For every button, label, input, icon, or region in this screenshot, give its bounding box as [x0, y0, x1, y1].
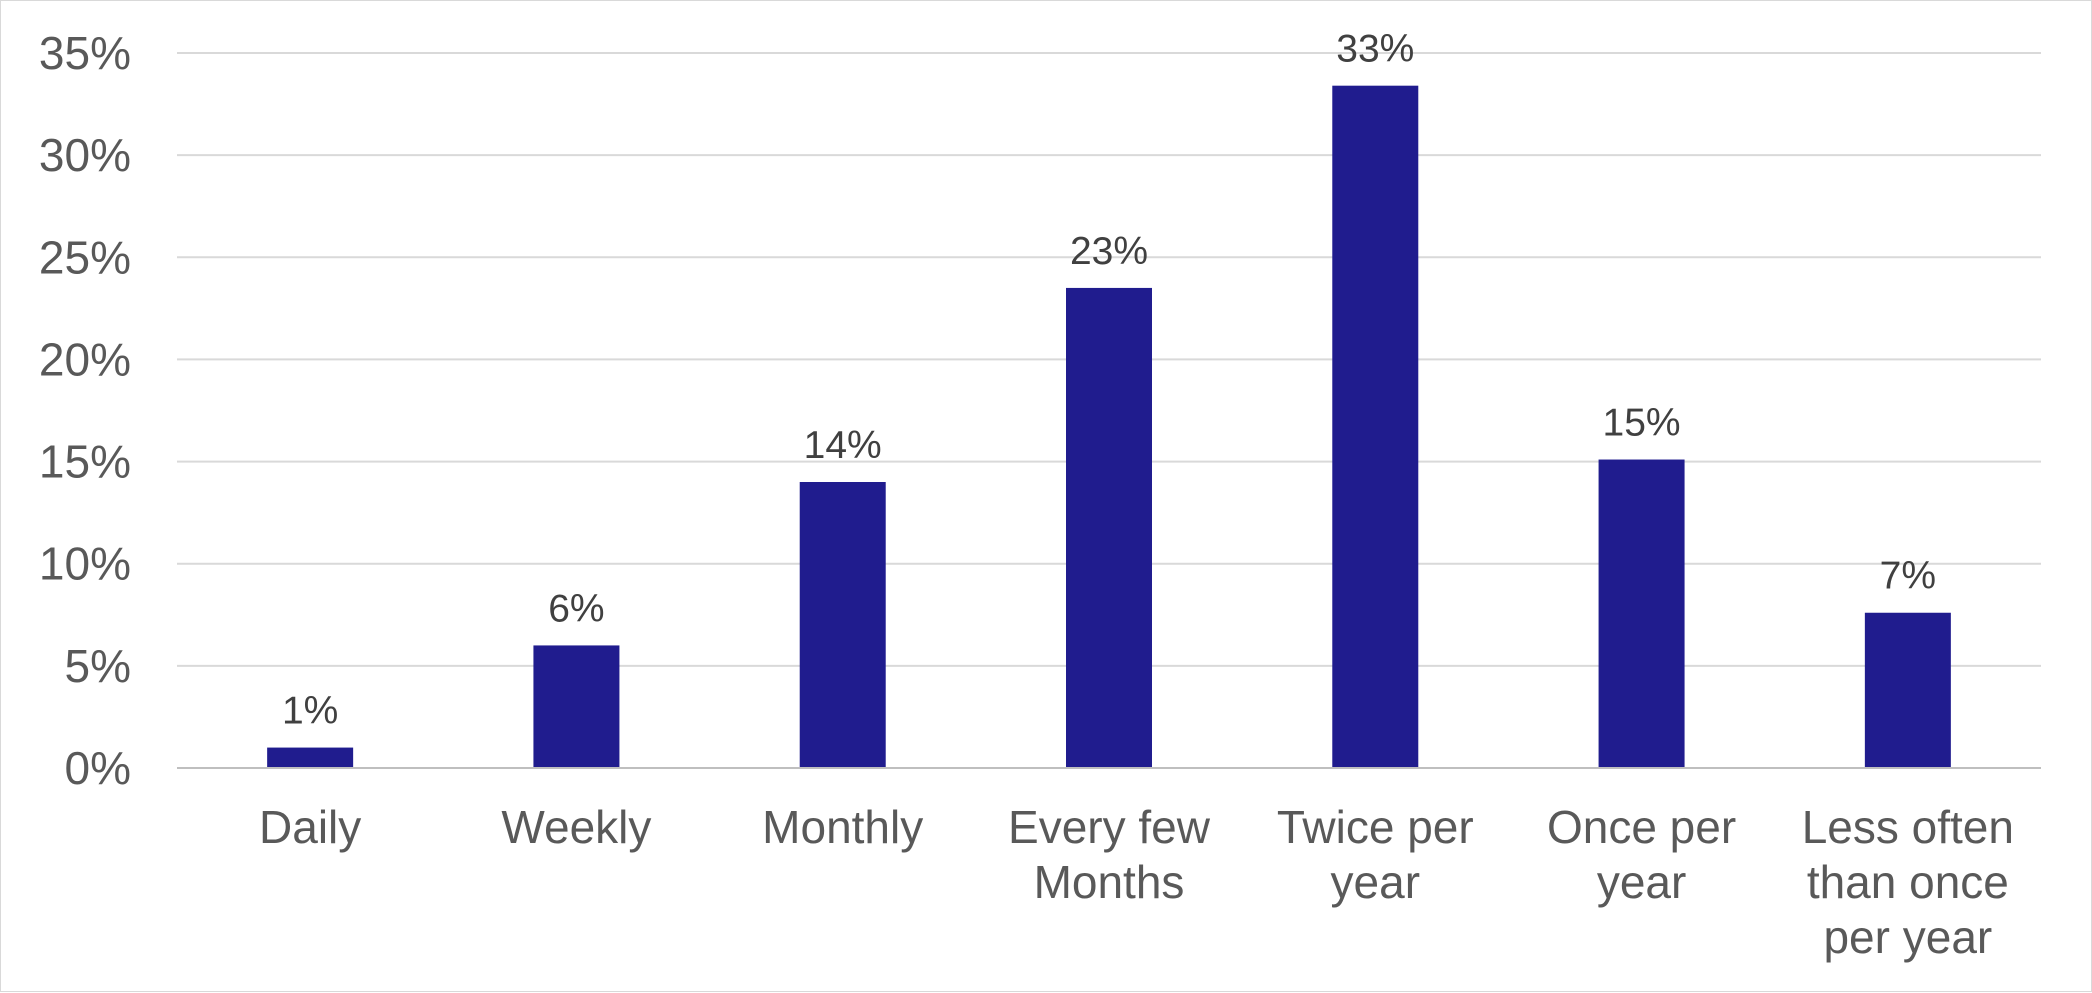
data-label: 15% [1603, 402, 1681, 445]
bar [1332, 85, 1419, 768]
data-label: 33% [1336, 28, 1414, 71]
bar [1864, 612, 1951, 768]
y-tick-label: 15% [39, 436, 131, 488]
y-axis-tick-labels: 0% 5% 10% 15% 20% 25% 30% 35% [39, 27, 131, 794]
y-tick-label: 20% [39, 333, 131, 385]
bar [799, 482, 886, 768]
x-tick-label: Twice per year [1277, 801, 1474, 908]
x-tick-label: Weekly [501, 801, 651, 853]
y-tick-label: 0% [65, 742, 131, 794]
y-tick-label: 30% [39, 129, 131, 181]
bar [533, 645, 620, 768]
data-label: 23% [1070, 230, 1148, 273]
y-tick-label: 25% [39, 231, 131, 283]
y-tick-label: 35% [39, 27, 131, 79]
bar [267, 747, 354, 768]
x-tick-label: Monthly [762, 801, 923, 853]
x-tick-label: Daily [259, 801, 361, 853]
y-tick-label: 10% [39, 538, 131, 590]
y-tick-label: 5% [65, 640, 131, 692]
x-axis-category-labels: Daily Weekly Monthly Every few Months Twice p… [259, 801, 2014, 963]
data-label: 14% [804, 424, 882, 467]
bar [1598, 459, 1685, 768]
x-tick-label: Every few Months [1008, 801, 1211, 908]
bar [1066, 287, 1152, 768]
data-label: 1% [282, 690, 338, 733]
x-tick-label: Once per year [1547, 801, 1736, 908]
data-label: 7% [1880, 555, 1936, 598]
data-labels: 1% 6% 14% 23% 33% 15% 7% [282, 28, 1936, 733]
x-tick-label: Less often than once per year [1802, 801, 2014, 963]
data-label: 6% [548, 587, 604, 630]
bars [267, 85, 1951, 768]
